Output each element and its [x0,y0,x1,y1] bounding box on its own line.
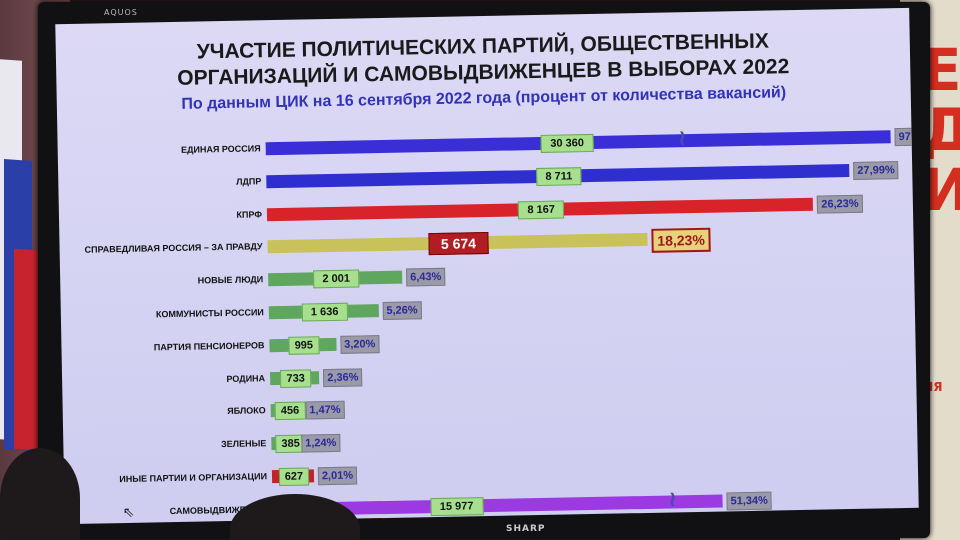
value-label: 995 [288,336,320,355]
percent-label: 2,01% [317,466,358,486]
tv-screen-slide: УЧАСТИЕ ПОЛИТИЧЕСКИХ ПАРТИЙ, ОБЩЕСТВЕННЫ… [55,7,919,525]
axis-break-icon: ≀ [668,487,678,513]
percent-label: 1,24% [301,434,341,453]
category-label: КОММУНИСТЫ РОССИИ [155,307,264,320]
percent-label: 27,99% [853,160,899,180]
value-label: 30 360 [540,133,594,153]
percent-label: 2,36% [323,368,363,387]
audience-head-left [0,448,80,540]
category-label: КПРФ [236,208,263,220]
value-label: 8 167 [518,200,565,219]
mouse-cursor-icon: ⇖ [122,504,135,522]
value-label: 733 [280,368,312,388]
value-label: 627 [278,467,310,487]
percent-label: 3,20% [339,334,380,354]
category-label: ПАРТИЯ ПЕНСИОНЕРОВ [153,340,265,353]
value-label: 15 977 [429,496,484,516]
value-label: 456 [274,401,306,421]
category-label: ИНЫЕ ПАРТИИ И ОРГАНИЗАЦИИ [119,471,268,485]
percent-label: 6,43% [405,267,446,287]
value-label: 8 711 [535,166,582,186]
category-label: РОДИНА [226,372,266,384]
percent-label: 18,23% [651,228,712,254]
category-label: НОВЫЕ ЛЮДИ [197,274,264,286]
category-label: ЯБЛОКО [227,405,266,417]
value-label: 2 001 [313,269,360,289]
percent-label: 26,23% [817,194,863,214]
tv-brand-top: AQUOS [104,8,138,17]
percent-label: 5,26% [382,301,422,321]
value-label: 5 674 [428,232,489,256]
value-label: 1 636 [301,302,348,322]
category-label: ЕДИНАЯ РОССИЯ [180,143,261,155]
category-label: ЛДПР [236,176,262,187]
tv-brand-bottom: SHARP [506,524,546,534]
percent-label: 51,34% [726,491,773,511]
percent-label: 1,47% [305,401,345,420]
category-label: ЗЕЛЕНЫЕ [220,438,267,450]
axis-break-icon: ≀ [677,126,687,152]
category-label: СПРАВЕДЛИВАЯ РОССИЯ – ЗА ПРАВДУ [84,241,263,256]
